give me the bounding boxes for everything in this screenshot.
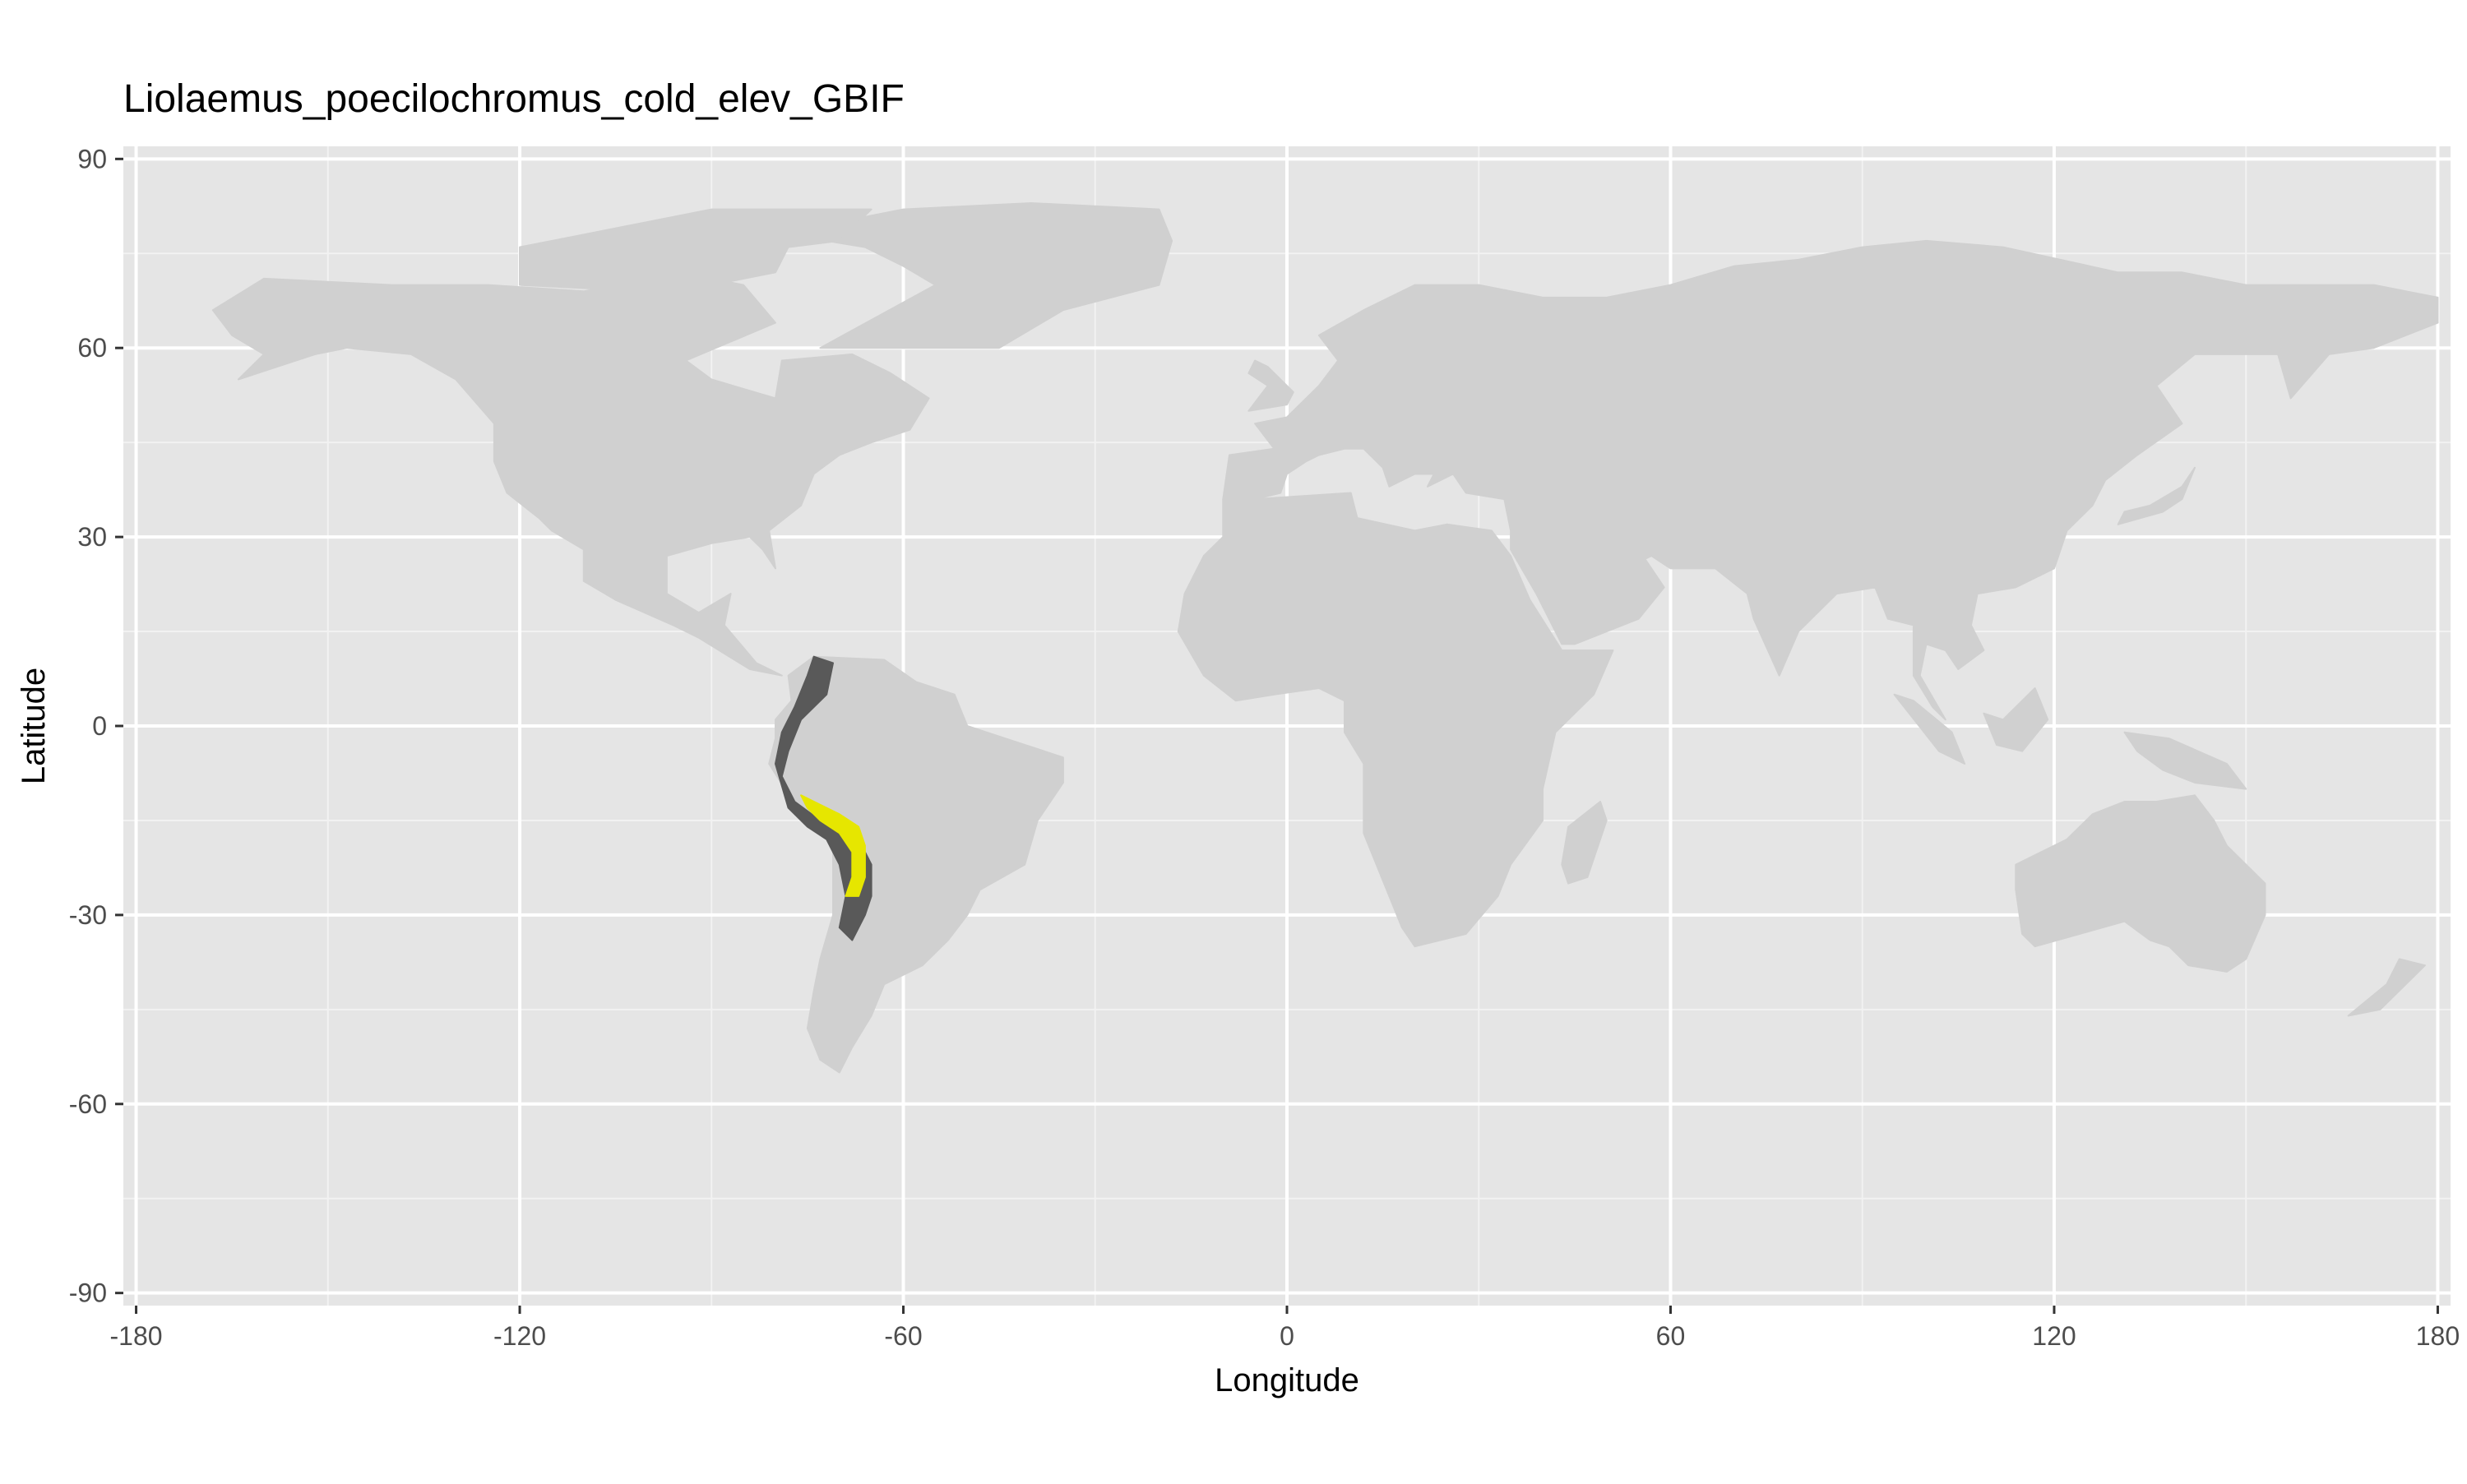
y-tick-label: 60 [77, 333, 107, 363]
land-polygon-6 [2015, 794, 2266, 973]
x-tick-label: -180 [110, 1321, 163, 1351]
range-outer-polygon-0 [775, 655, 872, 941]
range-outer-layer [775, 655, 872, 941]
land-polygon-5 [1222, 239, 2439, 721]
x-tick-label: 60 [1656, 1321, 1686, 1351]
land-polygon-7 [1561, 801, 1608, 885]
x-tick-label: 120 [2032, 1321, 2076, 1351]
y-axis: 90 60 30 0 -30 -60 -90 [69, 144, 123, 1308]
x-axis-label: Longitude [1215, 1362, 1359, 1398]
y-tick-label: 90 [77, 144, 107, 173]
y-tick-label: 0 [92, 711, 107, 741]
x-tick-label: -60 [884, 1321, 922, 1351]
y-tick-label: -60 [69, 1089, 107, 1119]
plot-title: Liolaemus_poecilochromus_cold_elev_GBIF [123, 77, 905, 121]
land-polygon-8 [1893, 693, 1966, 765]
land-polygon-12 [1247, 359, 1294, 412]
range-core-layer [800, 794, 866, 897]
land-polygon-4 [1177, 492, 1614, 948]
x-tick-label: 0 [1280, 1321, 1294, 1351]
land-polygon-10 [2123, 731, 2247, 790]
y-tick-label: 30 [77, 522, 107, 552]
y-tick-label: -90 [69, 1278, 107, 1308]
land-polygon-13 [2347, 958, 2426, 1017]
land-polygon-9 [1983, 687, 2049, 752]
land-polygon-0 [211, 271, 930, 677]
x-tick-label: 180 [2416, 1321, 2460, 1351]
land-polygon-2 [819, 202, 1173, 349]
x-axis: -180 -120 -60 0 60 120 180 [110, 1306, 2460, 1351]
land-polygon-11 [2117, 466, 2196, 525]
y-axis-label: Latitude [16, 668, 52, 784]
range-core-polygon-0 [800, 794, 866, 897]
y-tick-label: -30 [69, 900, 107, 930]
x-tick-label: -120 [493, 1321, 546, 1351]
land-layer [211, 202, 2439, 1074]
land-polygon-3 [519, 208, 872, 293]
